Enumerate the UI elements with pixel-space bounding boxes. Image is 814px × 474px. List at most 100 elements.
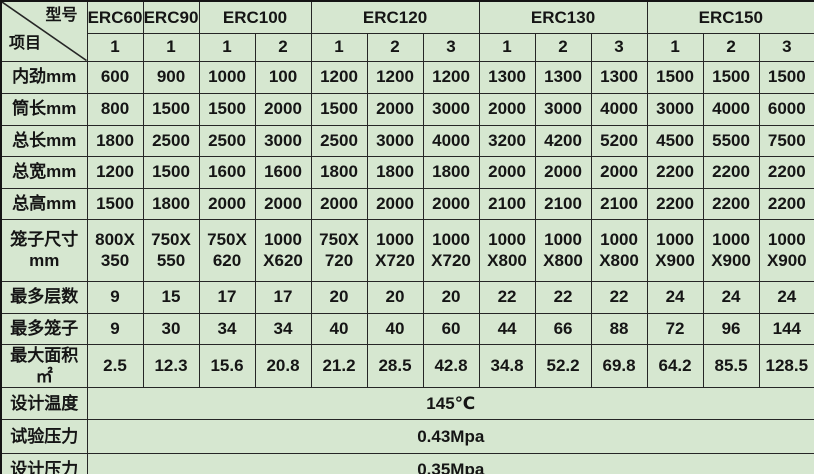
value-cell: 52.2	[534, 343, 592, 388]
value-cell: 2200	[646, 155, 704, 189]
value-cell: 9	[86, 280, 144, 314]
value-cell: 9	[86, 312, 144, 345]
value-cell: 1000 X800	[590, 218, 648, 282]
value-cell: 5200	[590, 124, 648, 157]
value-cell: 750X 550	[142, 218, 200, 282]
value-cell: 1500	[758, 60, 814, 94]
value-cell: 1500	[310, 92, 368, 126]
value-cell: 15	[142, 280, 200, 314]
table-row: 型号 项目 ERC60 ERC90 ERC100 ERC120 ERC130 ERC150	[0, 0, 814, 62]
value-cell: 17	[254, 280, 312, 314]
value-cell: 3200	[478, 124, 536, 157]
value-cell: 20	[310, 280, 368, 314]
value-cell: 128.5	[758, 343, 814, 388]
row-label-cell: 筒长mm	[0, 92, 88, 126]
model-header-cell: ERC100	[198, 0, 312, 34]
corner-label-model: 型号	[45, 7, 78, 24]
row-label-cell: 最大面积㎡	[0, 343, 88, 388]
model-header-cell: ERC120	[310, 0, 480, 34]
variant-header-cell: 3	[422, 32, 480, 62]
value-cell: 1000 X900	[646, 218, 704, 282]
row-label-cell: 笼子尺寸 mm	[0, 218, 88, 282]
value-cell: 1300	[534, 60, 592, 94]
value-cell: 44	[478, 312, 536, 345]
diagonal-line	[2, 2, 87, 61]
value-cell: 2200	[646, 187, 704, 220]
variant-header-cell: 1	[646, 32, 704, 62]
value-cell: 2000	[422, 187, 480, 220]
value-cell: 34	[254, 312, 312, 345]
value-cell: 96	[702, 312, 760, 345]
value-cell: 66	[534, 312, 592, 345]
row-label-cell: 最多笼子	[0, 312, 88, 345]
table-row: 内劲mm 600 900 1000 100 1200 1200 1200 1300 1300 130…	[0, 60, 814, 94]
value-cell: 24	[758, 280, 814, 314]
variant-header-cell: 1	[478, 32, 536, 62]
value-cell: 2200	[702, 155, 760, 189]
merged-value-cell: 0.35Mpa	[86, 453, 814, 474]
value-cell: 20.8	[254, 343, 312, 388]
value-cell: 69.8	[590, 343, 648, 388]
variant-header-cell: 3	[758, 32, 814, 62]
value-cell: 60	[422, 312, 480, 345]
row-label-cell: 最多层数	[0, 280, 88, 314]
merged-value-cell: 0.43Mpa	[86, 419, 814, 454]
value-cell: 1800	[142, 187, 200, 220]
table-row: 最大面积㎡ 2.5 12.3 15.6 20.8 21.2 28.5 42.8 34.8 52.2…	[0, 343, 814, 388]
table-row: 笼子尺寸 mm 800X 350 750X 550 750X 620 1000 X620…	[0, 218, 814, 282]
row-label-cell: 内劲mm	[0, 60, 88, 94]
value-cell: 2500	[142, 124, 200, 157]
value-cell: 85.5	[702, 343, 760, 388]
value-cell: 1000 X800	[534, 218, 592, 282]
value-cell: 2.5	[86, 343, 144, 388]
variant-header-cell: 2	[702, 32, 760, 62]
value-cell: 1000 X900	[702, 218, 760, 282]
value-cell: 750X 620	[198, 218, 256, 282]
value-cell: 1500	[198, 92, 256, 126]
value-cell: 2000	[198, 187, 256, 220]
variant-header-cell: 3	[590, 32, 648, 62]
value-cell: 750X 720	[310, 218, 368, 282]
variant-header-cell: 1	[86, 32, 144, 62]
value-cell: 3000	[534, 92, 592, 126]
value-cell: 2100	[534, 187, 592, 220]
table-row: 设计温度 145℃	[0, 387, 814, 420]
value-cell: 3000	[422, 92, 480, 126]
value-cell: 7500	[758, 124, 814, 157]
value-cell: 1800	[86, 124, 144, 157]
model-header-cell: ERC90	[142, 0, 200, 34]
value-cell: 600	[86, 60, 144, 94]
value-cell: 900	[142, 60, 200, 94]
value-cell: 1200	[422, 60, 480, 94]
row-label-cell: 总高mm	[0, 187, 88, 220]
value-cell: 17	[198, 280, 256, 314]
value-cell: 34.8	[478, 343, 536, 388]
value-cell: 6000	[758, 92, 814, 126]
variant-header-cell: 1	[310, 32, 368, 62]
variant-header-cell: 2	[366, 32, 424, 62]
value-cell: 1000 X900	[758, 218, 814, 282]
corner-label-item: 项目	[9, 34, 42, 52]
value-cell: 34	[198, 312, 256, 345]
table-row: 试验压力 0.43Mpa	[0, 419, 814, 454]
value-cell: 144	[758, 312, 814, 345]
value-cell: 800	[86, 92, 144, 126]
value-cell: 1200	[86, 155, 144, 189]
value-cell: 24	[702, 280, 760, 314]
value-cell: 2100	[478, 187, 536, 220]
value-cell: 800X 350	[86, 218, 144, 282]
value-cell: 21.2	[310, 343, 368, 388]
value-cell: 3000	[366, 124, 424, 157]
value-cell: 20	[366, 280, 424, 314]
value-cell: 28.5	[366, 343, 424, 388]
value-cell: 1000 X620	[254, 218, 312, 282]
value-cell: 2000	[254, 92, 312, 126]
value-cell: 1500	[142, 155, 200, 189]
value-cell: 42.8	[422, 343, 480, 388]
value-cell: 64.2	[646, 343, 704, 388]
value-cell: 4500	[646, 124, 704, 157]
table-row: 总宽mm 1200 1500 1600 1600 1800 1800 1800 2000 2000…	[0, 155, 814, 189]
value-cell: 1000 X800	[478, 218, 536, 282]
